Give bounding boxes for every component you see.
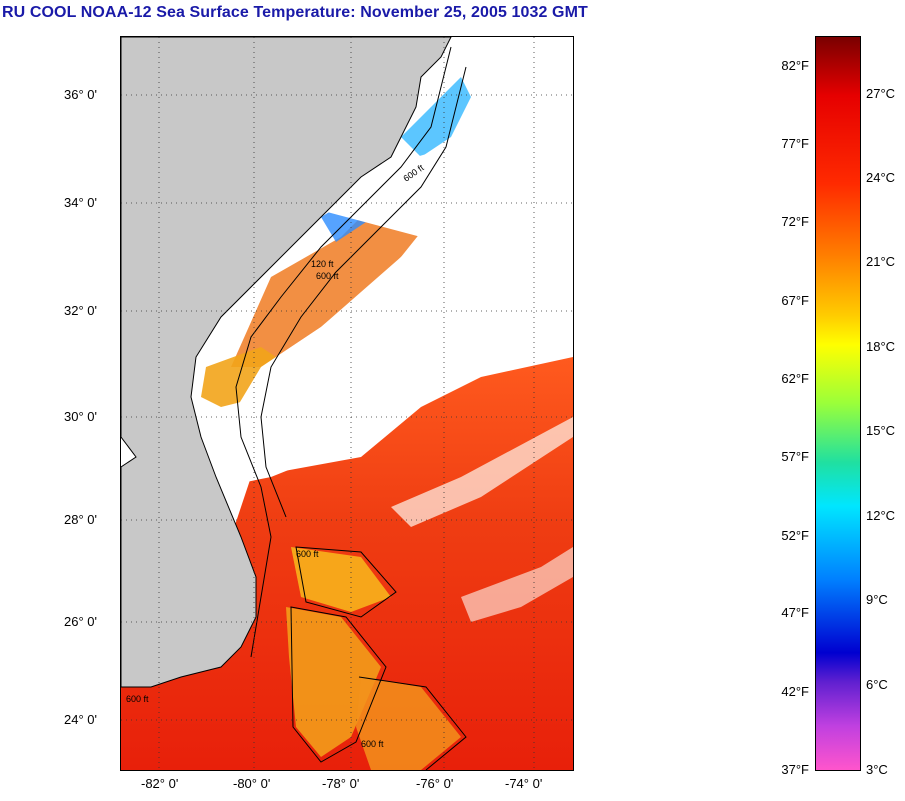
contour-line: [358, 676, 467, 770]
lat-label: 28° 0': [64, 512, 97, 527]
lon-label: -74° 0': [505, 776, 543, 791]
contour-line: [295, 546, 397, 618]
lon-label: -80° 0': [233, 776, 271, 791]
contour-label: 120 ft: [311, 259, 334, 269]
graticule: [121, 37, 573, 770]
colorbar-c-label: 3°C: [866, 762, 888, 777]
colorbar-f-label: 67°F: [781, 293, 809, 308]
colorbar-c-label: 27°C: [866, 86, 896, 101]
colorbar-f-label: 62°F: [781, 371, 809, 386]
colorbar-c-label: 21°C: [866, 254, 896, 269]
cool-inshore-2: [401, 77, 471, 157]
colorbar-c-label: 6°C: [866, 677, 888, 692]
lat-label: 26° 0': [64, 614, 97, 629]
colorbar-f-label: 77°F: [781, 136, 809, 151]
colorbar-f-label: 52°F: [781, 528, 809, 543]
colorbar-f-label: 57°F: [781, 449, 809, 464]
lon-label: -78° 0': [322, 776, 360, 791]
orange-banks: [291, 547, 391, 612]
colorbar-f-label: 72°F: [781, 214, 809, 229]
contour-label: 600 ft: [126, 694, 149, 704]
contour-line: [290, 606, 387, 763]
sst-map-graphic: 600 ft 120 ft 600 ft 600 ft 600 ft 600 f…: [121, 37, 573, 770]
colorbar-f-label: 42°F: [781, 684, 809, 699]
lat-label: 32° 0': [64, 303, 97, 318]
colorbar-c-label: 9°C: [866, 592, 888, 607]
cloud-streak-2: [461, 547, 573, 622]
lat-label: 30° 0': [64, 409, 97, 424]
colorbar-gradient: [816, 37, 860, 770]
colorbar: [815, 36, 861, 771]
contour-line: [260, 66, 467, 518]
lon-label: -82° 0': [141, 776, 179, 791]
contour-line: [235, 46, 452, 658]
chart-title: RU COOL NOAA-12 Sea Surface Temperature:…: [2, 4, 588, 21]
lon-label: -76° 0': [416, 776, 454, 791]
colorbar-f-label: 47°F: [781, 605, 809, 620]
colorbar-f-label: 37°F: [781, 762, 809, 777]
colorbar-c-label: 12°C: [866, 508, 896, 523]
contour-label: 600 ft: [296, 549, 319, 559]
lat-label: 34° 0': [64, 195, 97, 210]
contour-label: 600 ft: [361, 739, 384, 749]
cloud-streak-1: [391, 417, 573, 527]
contour-label: 600 ft: [316, 271, 339, 281]
shelf-water-north: [231, 187, 441, 367]
lat-label: 36° 0': [64, 87, 97, 102]
colorbar-c-label: 18°C: [866, 339, 896, 354]
lat-label: 24° 0': [64, 712, 97, 727]
orange-banks-3: [356, 677, 461, 770]
colorbar-f-label: 82°F: [781, 58, 809, 73]
colorbar-c-label: 24°C: [866, 170, 896, 185]
sst-map[interactable]: 600 ft 120 ft 600 ft 600 ft 600 ft 600 f…: [120, 36, 574, 771]
colorbar-c-label: 15°C: [866, 423, 896, 438]
